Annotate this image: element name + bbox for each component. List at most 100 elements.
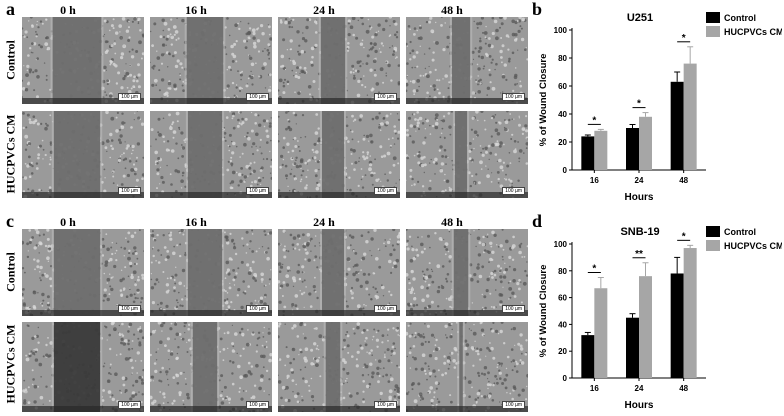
bar-hucpvcs-cm-48 [683, 248, 697, 378]
scale-bar: 100 µm [118, 187, 141, 195]
time-label-0h-c: 0 h [60, 215, 76, 229]
y-tick-label: 100 [554, 240, 568, 249]
micrograph-c-treated-1: 100 µm [150, 322, 272, 412]
micrograph-c-control-2: 100 µm [278, 229, 400, 316]
bar-control-24 [626, 128, 639, 170]
bar-hucpvcs-cm-16 [594, 130, 608, 170]
micrograph-c-treated-2: 100 µm [278, 322, 400, 412]
chart-b-u251: U251 0 20 40 60 80 100 % of Wound Closure * 16 * 24… [538, 12, 782, 203]
x-axis-label: Hours [625, 400, 654, 411]
scale-bar: 100 µm [374, 305, 397, 313]
panel-label-b: b [532, 0, 543, 19]
scale-bar: 100 µm [374, 187, 397, 195]
legend-swatch-hucpvcs-cm [706, 26, 720, 37]
micrograph-c-treated-0: 100 µm [22, 322, 144, 412]
micrograph-a-control-2: 100 µm [278, 17, 400, 104]
legend-label-hucpvcs-cm: HUCPVCs CM [724, 27, 782, 37]
y-tick-label: 40 [558, 320, 567, 329]
significance-marker: * [637, 99, 641, 110]
chart-title: SNB-19 [620, 226, 659, 238]
legend-swatch-hucpvcs-cm [706, 240, 720, 251]
x-tick-label: 24 [635, 176, 644, 185]
bar-hucpvcs-cm-16 [594, 288, 608, 378]
time-label-0h-a: 0 h [60, 3, 76, 17]
scale-bar: 100 µm [502, 305, 525, 313]
y-tick-label: 40 [558, 110, 567, 119]
y-tick-label: 100 [554, 26, 568, 35]
scale-bar: 100 µm [118, 305, 141, 313]
micrograph-c-control-1: 100 µm [150, 229, 272, 316]
time-label-24h-c: 24 h [313, 215, 335, 229]
micrograph-c-control-0: 100 µm [22, 229, 144, 316]
micrograph-a-control-1: 100 µm [150, 17, 272, 104]
scale-bar: 100 µm [502, 187, 525, 195]
x-tick-label: 48 [679, 384, 688, 393]
time-label-16h-a: 16 h [185, 3, 207, 17]
bar-hucpvcs-cm-24 [639, 116, 652, 170]
chart-d-snb19: SNB-19 0 20 40 60 80 100 % of Wound Closure * 16 *… [538, 226, 782, 411]
y-tick-label: 0 [563, 374, 568, 383]
scale-bar: 100 µm [246, 93, 269, 101]
scale-bar: 100 µm [118, 401, 141, 409]
legend-label-control: Control [724, 227, 756, 237]
x-tick-label: 16 [590, 384, 599, 393]
bar-hucpvcs-cm-48 [683, 63, 697, 170]
x-tick-label: 16 [590, 176, 599, 185]
scale-bar: 100 µm [502, 93, 525, 101]
scale-bar: 100 µm [374, 401, 397, 409]
bar-control-24 [626, 317, 639, 378]
y-tick-label: 20 [558, 347, 567, 356]
row-label-treated-c: HUCPVCs CM [3, 324, 18, 404]
y-axis-label: % of Wound Closure [538, 54, 549, 147]
scale-bar: 100 µm [246, 401, 269, 409]
x-tick-label: 24 [635, 384, 644, 393]
scale-bar: 100 µm [246, 305, 269, 313]
significance-marker: * [592, 264, 596, 275]
time-label-48h-a: 48 h [441, 3, 463, 17]
legend-label-control: Control [724, 13, 756, 23]
micrograph-a-treated-2: 100 µm [278, 111, 400, 198]
micrograph-a-treated-0: 100 µm [22, 111, 144, 198]
time-label-24h-a: 24 h [313, 3, 335, 17]
panel-label-a: a [6, 0, 15, 19]
panel-label-d: d [532, 211, 543, 231]
y-tick-label: 80 [558, 267, 567, 276]
micrograph-a-treated-3: 100 µm [406, 111, 528, 198]
time-label-48h-c: 48 h [441, 215, 463, 229]
row-label-control-c: Control [3, 252, 18, 292]
scale-bar: 100 µm [118, 93, 141, 101]
significance-marker: * [682, 231, 686, 242]
y-tick-label: 20 [558, 138, 567, 147]
scale-bar: 100 µm [374, 93, 397, 101]
y-axis-label: % of Wound Closure [538, 265, 549, 358]
legend-swatch-control [706, 12, 720, 23]
legend-swatch-control [706, 226, 720, 237]
y-tick-label: 0 [563, 166, 568, 175]
micrograph-c-treated-3: 100 µm [406, 322, 528, 412]
micrograph-a-control-0: 100 µm [22, 17, 144, 104]
micrograph-a-control-3: 100 µm [406, 17, 528, 104]
scale-bar: 100 µm [246, 187, 269, 195]
significance-marker: * [592, 115, 596, 126]
micrograph-a-treated-1: 100 µm [150, 111, 272, 198]
panel-label-c: c [6, 211, 14, 231]
significance-marker: * [682, 33, 686, 44]
y-tick-label: 60 [558, 82, 567, 91]
micrograph-c-control-3: 100 µm [406, 229, 528, 316]
y-tick-label: 80 [558, 54, 567, 63]
bar-control-16 [581, 335, 595, 378]
x-tick-label: 48 [679, 176, 688, 185]
y-tick-label: 60 [558, 294, 567, 303]
scale-bar: 100 µm [502, 401, 525, 409]
significance-marker: ** [635, 249, 643, 260]
time-label-16h-c: 16 h [185, 215, 207, 229]
bar-control-48 [670, 273, 684, 378]
bar-hucpvcs-cm-24 [639, 276, 652, 378]
chart-title: U251 [627, 12, 653, 24]
bar-control-16 [581, 136, 595, 170]
legend-label-hucpvcs-cm: HUCPVCs CM [724, 241, 782, 251]
row-label-treated-a: HUCPVCs CM [3, 114, 18, 194]
bar-control-48 [670, 81, 684, 170]
x-axis-label: Hours [625, 192, 654, 203]
row-label-control-a: Control [3, 40, 18, 80]
